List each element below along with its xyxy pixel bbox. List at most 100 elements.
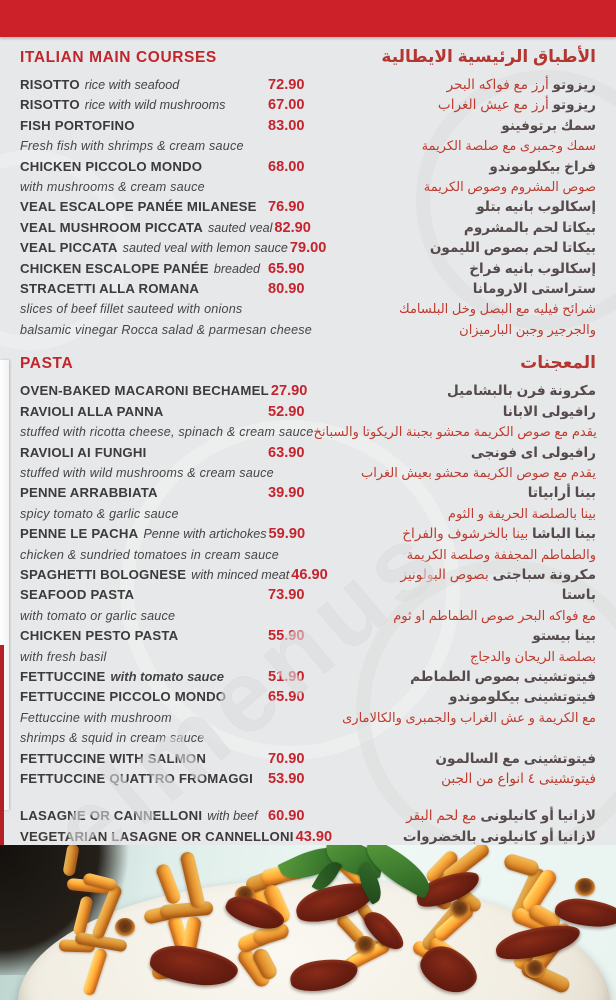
item-description-row: chicken & sundried tomatoes in cream sau…	[20, 545, 596, 565]
item-name-arabic: باستا	[561, 587, 596, 603]
menu-item-row: LASAGNE OR CANNELLONI with beef 60.90 لازان…	[20, 806, 596, 826]
item-price: 52.90	[268, 403, 305, 420]
item-english-cell: CHICKEN PESTO PASTA	[20, 626, 266, 646]
item-price: 53.90	[268, 771, 305, 787]
item-description-row: shrimps & squid in cream sauce	[20, 728, 596, 748]
item-name-arabic: إسكالوب بانيه بتلو	[476, 199, 596, 215]
item-name-arabic: ستراستى الارومانا	[472, 281, 596, 297]
item-description-arabic: بصلصة الريحان والدجاج	[470, 648, 596, 664]
item-name-arabic: مكرونة فرن بالبشاميل	[447, 383, 596, 399]
item-price: 73.90	[268, 587, 305, 604]
item-price: 51.90	[268, 668, 305, 685]
item-name: RAVIOLI ALLA PANNA	[20, 403, 164, 419]
menu-item-row: RAVIOLI ALLA PANNA 52.90 رافيولى الابانا	[20, 402, 596, 422]
item-price: 67.00	[268, 97, 305, 114]
item-description-english: shrimps & squid in cream sauce	[20, 731, 205, 746]
item-arabic-cell: إسكالوب بانيه بتلو	[305, 197, 596, 217]
penne-piece	[159, 900, 214, 920]
item-english-cell: VEAL PICCATA sauted veal with lemon sauce	[20, 238, 288, 258]
penne-tube-end-icon	[450, 900, 471, 919]
item-english-cell: PENNE ARRABBIATA	[20, 483, 266, 503]
item-arabic-cell: رافيولى اى فونجى	[305, 443, 596, 463]
item-description-arabic: صوص المشروم وصوص الكريمة	[423, 179, 596, 195]
section-title: PASTA	[20, 355, 74, 373]
item-description-english: Fresh fish with shrimps & cream sauce	[20, 139, 244, 154]
top-red-bar	[0, 0, 616, 37]
item-name-arabic: رافيولى اى فونجى	[470, 444, 596, 460]
page-edge-red-strip	[0, 645, 4, 845]
item-english-cell: RISOTTO rice with wild mushrooms	[20, 95, 266, 115]
item-name-arabic: بينا أرابياتا	[527, 485, 596, 501]
menu-item-row: FISH PORTOFINO 83.00 سمك برتوفينو	[20, 116, 596, 136]
item-name: VEAL PICCATA	[20, 240, 118, 256]
item-english-cell: LASAGNE OR CANNELLONI with beef	[20, 806, 266, 826]
item-description-arabic: بينا بالخرشوف والفراخ	[402, 526, 529, 542]
item-price: 79.00	[289, 240, 327, 257]
item-description-english: spicy tomato & garlic sauce	[20, 506, 179, 521]
menu-section: PASTA المعجنات OVEN-BAKED MACARONI BECHAME…	[20, 353, 597, 847]
item-arabic-cell: فيتوتشينى مع السالمون	[305, 749, 596, 769]
item-description-arabic: يقدم مع صوص الكريمة محشو بجبنة الريكوتا …	[313, 424, 597, 440]
item-description-row: spicy tomato & garlic sauce بينا بالصلصة …	[20, 504, 596, 524]
item-price: 27.90	[270, 383, 308, 400]
item-name: CHICKEN PESTO PASTA	[20, 628, 179, 644]
menu-sections: ITALIAN MAIN COURSES الأطباق الرئيسية الا…	[20, 47, 597, 847]
item-arabic-cell: فيتوتشينى بيكلوموندو	[305, 687, 596, 707]
item-inline-description: rice with seafood	[84, 78, 180, 92]
item-price: 72.90	[268, 77, 305, 93]
item-english-cell: FETTUCCINE QUATTRO FROMAGGI	[20, 769, 266, 789]
item-inline-description: with beef	[207, 809, 258, 824]
section-heading: PASTA المعجنات	[20, 353, 596, 373]
item-name-arabic: فيتوتشينى مع السالمون	[435, 750, 596, 766]
menu-item-row: SEAFOOD PASTA 73.90 باستا	[20, 585, 596, 605]
item-arabic-cell: ريزوتو أرز مع فواكه البحر	[305, 75, 596, 95]
item-name-arabic: بيكاتا لحم بصوص الليمون	[429, 240, 596, 256]
item-description-row: Fettuccine with mushroom مع الكريمة و عش …	[20, 708, 596, 728]
item-arabic-cell: فيتوتشينى ٤ انواع من الجبن	[305, 769, 596, 789]
item-name: CHICKEN PICCOLO MONDO	[20, 158, 203, 174]
penne-piece	[62, 845, 81, 877]
item-description-arabic: يقدم مع صوص الكريمة محشو بعيش الغراب	[360, 464, 596, 480]
item-description-english: slices of beef fillet sauteed with onion…	[20, 302, 243, 317]
item-english-cell: VEGETARIAN LASAGNE OR CANNELLONI	[20, 827, 294, 847]
item-name: STRACETTI ALLA ROMANA	[20, 281, 200, 297]
menu-item-row: FETTUCCINE WITH SALMON 70.90 فيتوتشينى مع …	[20, 749, 596, 769]
item-description-row: with fresh basil بصلصة الريحان والدجاج	[20, 647, 596, 667]
item-name: CHICKEN ESCALOPE PANÉE	[20, 260, 209, 276]
menu-item-row: PENNE ARRABBIATA 39.90 بينا أرابياتا	[20, 483, 596, 503]
item-description-english: stuffed with ricotta cheese, spinach & c…	[20, 425, 314, 440]
item-english-cell: CHICKEN PICCOLO MONDO	[20, 157, 266, 177]
item-inline-description: sauted veal with lemon sauce	[122, 241, 288, 256]
item-description-arabic: مع فواكه البحر صوص الطماطم او ثوم	[393, 607, 596, 623]
item-name-arabic: ريزوتو	[552, 97, 596, 113]
item-inline-description: breaded	[213, 261, 261, 276]
item-name: FETTUCCINE PICCOLO MONDO	[20, 689, 227, 705]
item-arabic-cell: مكرونة سباجتى بصوص البولونيز	[328, 565, 596, 585]
item-description-row: with tomato or garlic sauce مع فواكه البح…	[20, 606, 596, 626]
item-inline-description: rice with wild mushrooms	[84, 98, 226, 113]
item-english-cell: STRACETTI ALLA ROMANA	[20, 279, 266, 299]
menu-content: ITALIAN MAIN COURSES الأطباق الرئيسية الا…	[0, 37, 616, 845]
item-inline-description: with tomato sauce	[110, 668, 224, 684]
item-arabic-cell: بينا الباشا بينا بالخرشوف والفراخ	[305, 524, 596, 544]
item-english-cell: FETTUCCINE WITH SALMON	[20, 749, 266, 769]
item-price: 68.00	[268, 158, 305, 175]
item-description-english: Fettuccine with mushroom	[20, 710, 172, 725]
sundried-tomato	[147, 940, 241, 992]
item-name: RISOTTO	[20, 77, 80, 92]
menu-item-row: VEAL ESCALOPE PANÉE MILANESE 76.90 إسكالوب…	[20, 197, 596, 217]
item-name-arabic: مكرونة سباجتى	[492, 566, 596, 582]
penne-piece	[155, 862, 183, 906]
item-price: 39.90	[268, 485, 305, 502]
item-english-cell: VEAL MUSHROOM PICCATA sauted veal	[20, 218, 272, 238]
menu-item-row: FETTUCCINE PICCOLO MONDO 65.90 فيتوتشينى ب…	[20, 687, 596, 707]
item-arabic-cell: بينا بيستو	[305, 626, 596, 646]
item-name: RAVIOLI AI FUNGHI	[20, 444, 147, 460]
item-price: 65.90	[268, 689, 305, 706]
item-arabic-cell: إسكالوب بانيه فراخ	[305, 259, 596, 279]
item-description-arabic: أرز مع فواكه البحر	[446, 77, 549, 92]
sundried-tomato	[288, 955, 361, 995]
item-arabic-cell: سمك برتوفينو	[305, 116, 596, 136]
penne-tube-end-icon	[575, 878, 596, 897]
item-arabic-cell: بينا أرابياتا	[305, 483, 596, 503]
